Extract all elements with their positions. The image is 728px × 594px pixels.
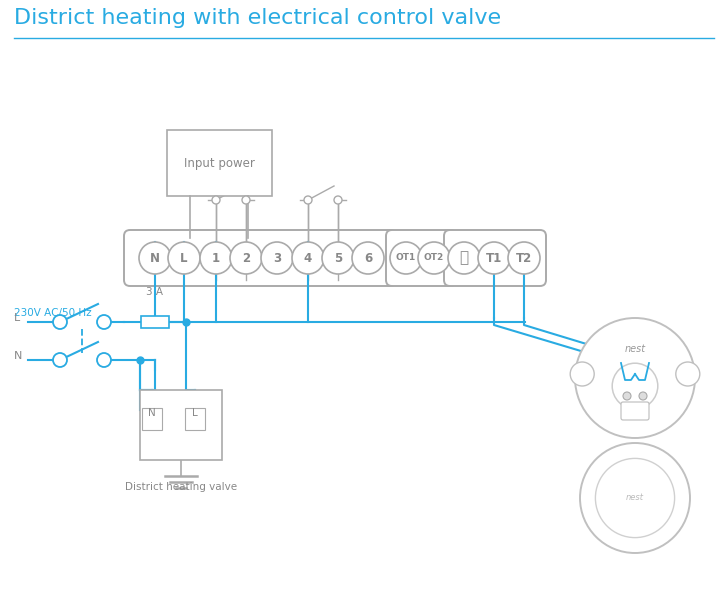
Circle shape [230, 242, 262, 274]
Text: N: N [150, 251, 160, 264]
Circle shape [292, 242, 324, 274]
Text: N: N [148, 408, 156, 418]
Circle shape [97, 315, 111, 329]
Text: 3 A: 3 A [146, 287, 164, 297]
Text: 5: 5 [334, 251, 342, 264]
Text: 12 V: 12 V [622, 520, 649, 533]
Circle shape [390, 242, 422, 274]
Circle shape [242, 196, 250, 204]
Circle shape [212, 196, 220, 204]
FancyBboxPatch shape [621, 402, 649, 420]
Text: 230V AC/50 Hz: 230V AC/50 Hz [14, 308, 92, 318]
Circle shape [575, 318, 695, 438]
Text: OT2: OT2 [424, 254, 444, 263]
FancyBboxPatch shape [142, 408, 162, 430]
Circle shape [596, 459, 675, 538]
Text: T2: T2 [516, 251, 532, 264]
Circle shape [639, 392, 647, 400]
Circle shape [478, 242, 510, 274]
Circle shape [418, 242, 450, 274]
Circle shape [322, 242, 354, 274]
Circle shape [304, 196, 312, 204]
Text: nest: nest [626, 494, 644, 503]
Text: nest: nest [625, 344, 646, 354]
Text: L: L [14, 313, 20, 323]
Circle shape [139, 242, 171, 274]
FancyBboxPatch shape [141, 316, 169, 328]
FancyBboxPatch shape [167, 130, 272, 196]
Circle shape [448, 242, 480, 274]
Text: T1: T1 [486, 251, 502, 264]
Text: N: N [14, 351, 23, 361]
Circle shape [570, 362, 594, 386]
Circle shape [97, 353, 111, 367]
FancyBboxPatch shape [386, 230, 456, 286]
Circle shape [612, 363, 658, 409]
Text: Input power: Input power [184, 156, 255, 169]
Text: District heating valve: District heating valve [125, 482, 237, 492]
Text: 6: 6 [364, 251, 372, 264]
Circle shape [623, 392, 631, 400]
Circle shape [53, 353, 67, 367]
Circle shape [168, 242, 200, 274]
Text: 4: 4 [304, 251, 312, 264]
Circle shape [200, 242, 232, 274]
FancyBboxPatch shape [185, 408, 205, 430]
Circle shape [53, 315, 67, 329]
Text: 2: 2 [242, 251, 250, 264]
FancyBboxPatch shape [124, 230, 396, 286]
Text: 3: 3 [273, 251, 281, 264]
FancyBboxPatch shape [140, 390, 222, 460]
Text: 1: 1 [212, 251, 220, 264]
Text: L: L [192, 408, 198, 418]
Text: L: L [181, 251, 188, 264]
Text: District heating with electrical control valve: District heating with electrical control… [14, 8, 501, 28]
Circle shape [508, 242, 540, 274]
Circle shape [676, 362, 700, 386]
Text: OT1: OT1 [396, 254, 416, 263]
Circle shape [334, 196, 342, 204]
FancyBboxPatch shape [444, 230, 546, 286]
Text: ⏚: ⏚ [459, 251, 469, 266]
Circle shape [261, 242, 293, 274]
Circle shape [580, 443, 690, 553]
Circle shape [352, 242, 384, 274]
